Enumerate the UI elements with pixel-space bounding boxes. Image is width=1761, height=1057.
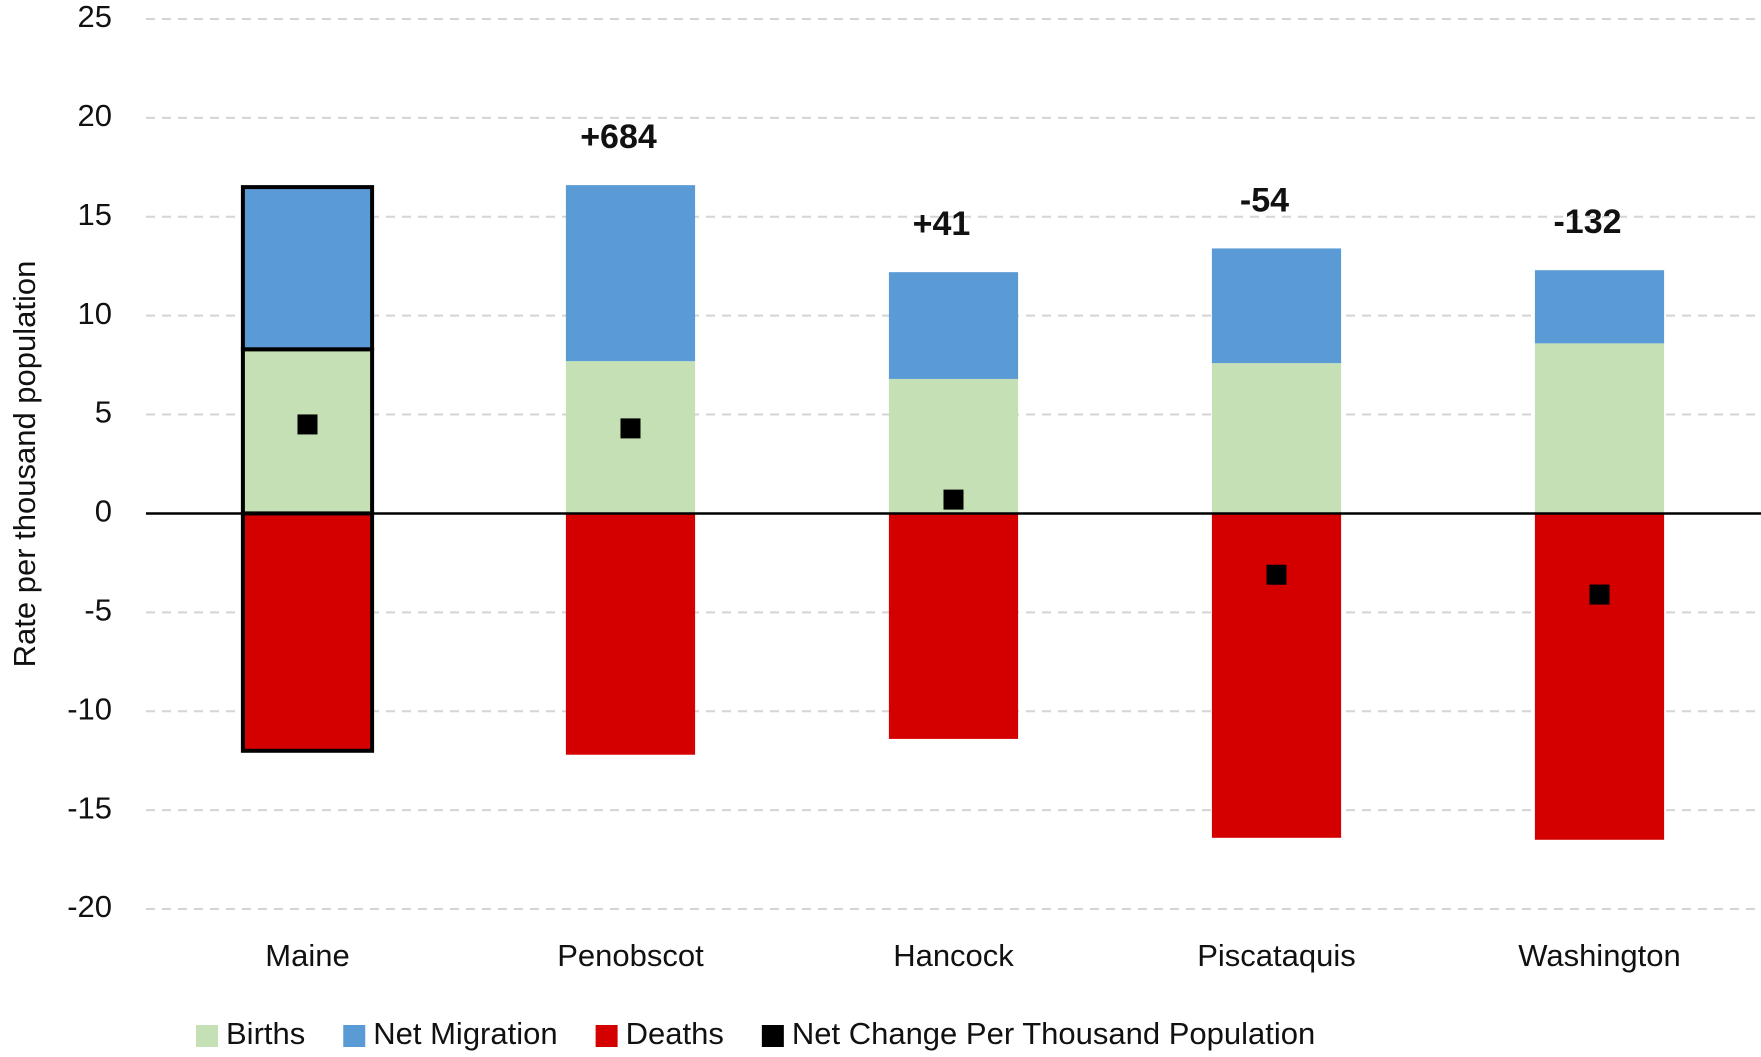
y-tick-label: -20 [67,889,112,924]
legend-label: Deaths [626,1016,724,1051]
annotation: +41 [913,205,971,243]
annotation: -132 [1553,203,1621,241]
y-tick-label: -5 [84,593,112,628]
y-tick-label: 5 [95,395,112,430]
legend-swatch [595,1025,618,1047]
y-tick-label: 25 [78,0,112,34]
net-change-marker [1589,584,1610,605]
y-tick-label: -15 [67,790,112,825]
bar-segment [1211,363,1342,514]
x-tick-label: Penobscot [557,938,704,973]
bar-segment [888,272,1019,379]
y-tick-label: 20 [78,98,112,133]
annotation: -54 [1240,181,1289,219]
legend-swatch [196,1025,218,1047]
bar-segment [565,185,696,362]
y-tick-label: 0 [95,494,112,529]
legend-label: Net Change Per Thousand Population [792,1016,1315,1051]
net-change-marker [620,418,641,439]
net-change-marker [1266,564,1287,585]
net-change-marker [943,489,964,510]
bar-segment [1534,270,1665,344]
y-tick-label: 10 [78,296,112,331]
bar-segment [1211,513,1342,838]
legend-label: Births [226,1016,305,1051]
bar-segment [1534,343,1665,514]
bar-segment [888,513,1019,739]
net-change-marker [297,414,318,435]
legend-swatch [761,1025,784,1047]
bar-segment [240,511,375,753]
y-tick-label: 15 [78,197,112,232]
x-tick-label: Hancock [893,938,1014,973]
annotation: +684 [580,118,657,156]
y-axis-label: Rate per thousand population [7,261,42,668]
legend-label: Net Migration [373,1016,557,1051]
bar-segment [565,513,696,755]
bar-segment [1211,248,1342,364]
x-tick-label: Piscataquis [1197,938,1356,973]
x-tick-label: Maine [265,938,349,973]
x-tick-label: Washington [1518,938,1681,973]
bar-segment [240,185,375,352]
bar-segment [1534,513,1665,840]
y-tick-label: -10 [67,691,112,726]
legend-swatch [343,1025,366,1047]
